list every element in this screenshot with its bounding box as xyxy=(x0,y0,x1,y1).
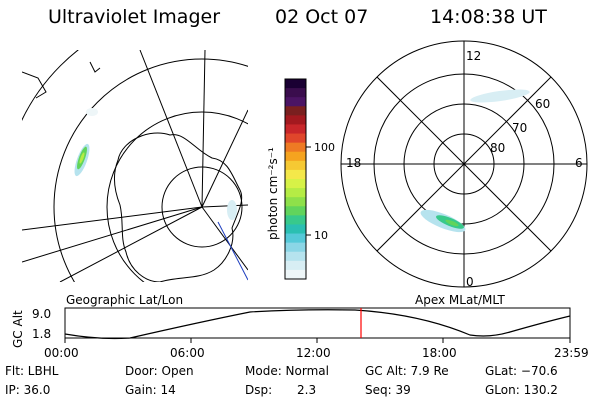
info-seq: Seq: 39 xyxy=(365,383,411,397)
colorbar-swatch xyxy=(285,133,306,144)
colorbar-swatch xyxy=(285,160,306,171)
geo-lat-circle-3 xyxy=(53,58,248,282)
altitude-xtick: 00:00 xyxy=(44,346,79,360)
colorbar-swatch xyxy=(285,242,306,253)
aurora-emission xyxy=(445,219,459,227)
info-door: Door: Open xyxy=(125,364,194,378)
geo-coastline xyxy=(89,61,101,73)
date-label: 02 Oct 07 xyxy=(275,6,369,28)
colorbar-swatch xyxy=(285,79,306,89)
info-glat: GLat: −70.6 xyxy=(485,364,558,378)
info-filter: Flt: LBHL xyxy=(5,364,59,378)
geo-coastline xyxy=(22,71,47,99)
colorbar-swatch xyxy=(285,88,306,98)
info-dsp-label: Dsp: xyxy=(245,383,273,397)
time-label: 14:08:38 UT xyxy=(430,6,547,28)
info-mode: Mode: Normal xyxy=(245,364,329,378)
colorbar-swatch xyxy=(285,97,306,107)
colorbar-tick-label: 100 xyxy=(314,141,335,154)
mlt-meridian xyxy=(376,76,552,252)
geo-lat-circle-1 xyxy=(161,166,243,248)
orbit-track xyxy=(217,221,248,281)
geo-meridian xyxy=(22,206,203,263)
colorbar-swatch xyxy=(285,106,306,116)
mlt-label-bottom: 0 xyxy=(466,275,474,289)
geo-lat-circle-2 xyxy=(106,111,248,282)
geo-meridian xyxy=(22,206,203,231)
info-dsp-value: 2.3 xyxy=(297,383,317,397)
aurora-emission xyxy=(86,108,98,116)
aurora-emission xyxy=(79,152,85,164)
colorbar-swatch xyxy=(285,151,306,162)
colorbar-swatch xyxy=(285,260,306,271)
info-ip: IP: 36.0 xyxy=(5,383,51,397)
colorbar-swatch xyxy=(285,251,306,262)
colorbar-swatch xyxy=(285,115,306,126)
colorbar-swatch xyxy=(285,179,306,189)
colorbar-swatch xyxy=(285,215,306,226)
colorbar-swatch xyxy=(285,169,306,180)
colorbar-unit-label: photon cm⁻²s⁻¹ xyxy=(266,147,280,240)
geo-meridian xyxy=(59,206,203,282)
aurora-emission xyxy=(227,200,237,220)
geo-meridian xyxy=(201,50,206,208)
altitude-plot-frame xyxy=(64,307,571,339)
altitude-ylabel: GC Alt xyxy=(11,310,25,348)
colorbar-swatch xyxy=(285,142,306,153)
colorbar-swatch xyxy=(285,206,306,216)
app-title: Ultraviolet Imager xyxy=(48,6,221,28)
altitude-xtick: 23:59 xyxy=(554,346,589,360)
info-gc-alt: GC Alt: 7.9 Re xyxy=(365,364,449,378)
altitude-xtick: 06:00 xyxy=(170,346,205,360)
colorbar-swatch xyxy=(285,124,306,135)
altitude-xtick: 12:00 xyxy=(296,346,331,360)
info-glon: GLon: 130.2 xyxy=(485,383,558,397)
colorbar-swatch xyxy=(285,224,306,235)
colorbar-swatch xyxy=(285,197,306,207)
colorbar-swatch xyxy=(285,269,306,280)
colorbar-frame xyxy=(284,78,307,280)
mlat-label: 80 xyxy=(490,141,505,155)
mlt-label-top: 12 xyxy=(466,49,481,63)
geo-meridian xyxy=(139,50,203,208)
colorbar-swatch xyxy=(285,233,306,244)
altitude-curve xyxy=(64,309,571,340)
geo-meridian xyxy=(201,206,248,271)
geo-coastline xyxy=(113,132,243,282)
right-map-caption: Apex MLat/MLT xyxy=(415,293,505,307)
altitude-xtick: 18:00 xyxy=(422,346,457,360)
colorbar-tick-label: 10 xyxy=(314,229,328,242)
aurora-emission xyxy=(470,89,530,103)
altitude-ytick: 9.0 xyxy=(32,307,51,321)
geo-meridian xyxy=(201,109,248,208)
colorbar-swatch xyxy=(285,188,306,198)
mlt-label-left: 18 xyxy=(346,156,361,170)
left-map-caption: Geographic Lat/Lon xyxy=(66,293,184,307)
mlat-label: 60 xyxy=(535,97,550,111)
info-gain: Gain: 14 xyxy=(125,383,176,397)
altitude-ytick: 1.8 xyxy=(32,327,51,341)
mlat-label: 70 xyxy=(512,121,527,135)
mlt-label-right: 6 xyxy=(575,156,583,170)
